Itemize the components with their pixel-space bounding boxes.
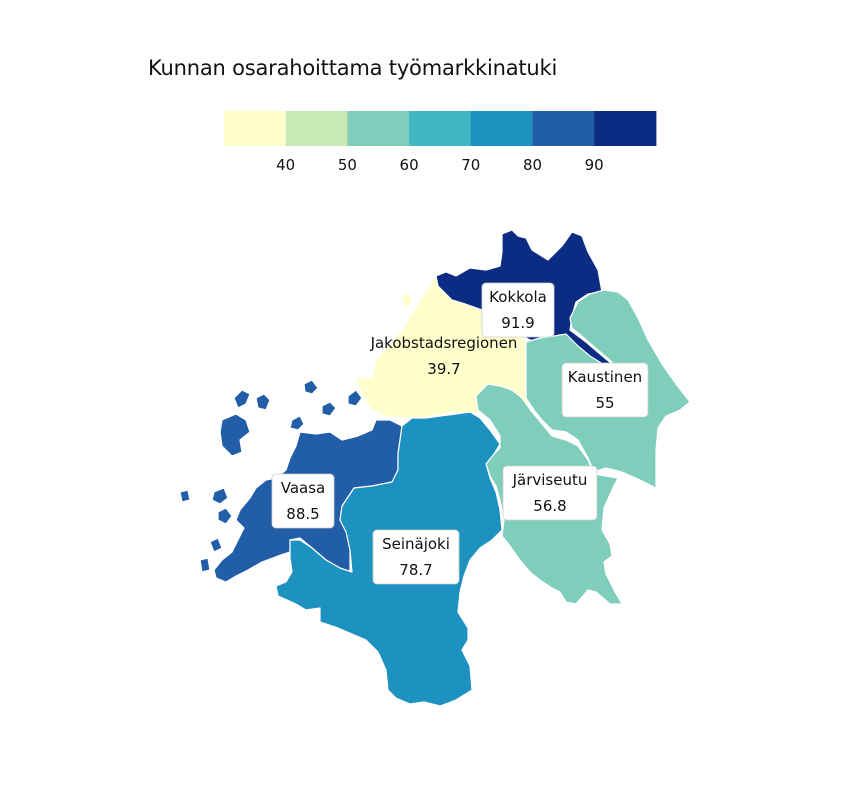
legend-swatch [594,111,657,146]
region-vaasa-island-6 [347,389,363,407]
region-vaasa-island-4 [303,379,319,395]
region-label: Seinäjoki 78.7 [372,529,460,585]
legend-swatch [470,111,533,146]
region-value-label: 55 [595,394,614,412]
region-name-label: Järviseutu [512,471,588,489]
region-vaasa-island-9 [211,487,229,505]
legend-swatch [532,111,595,146]
region-label: Jakobstadsregionen 39.7 [370,334,518,378]
legend-swatch [285,111,348,146]
region-vaasa-island-12 [199,557,211,573]
region-vaasa-island-11 [209,537,223,553]
region-name-label: Kokkola [489,288,547,306]
region-label-box [372,529,460,585]
region-vaasa-island-1 [219,413,251,457]
region-value-label: 78.7 [399,561,432,579]
legend-tick-label: 50 [338,156,357,174]
region-vaasa-island-3 [255,393,271,411]
color-legend: 40 50 60 70 80 90 [224,111,657,174]
region-vaasa-island-5 [321,401,337,417]
legend-swatch [347,111,410,146]
region-label: Vaasa 88.5 [271,473,335,529]
region-vaasa-island-8 [179,489,191,503]
region-label-box [481,282,555,338]
region-name-label: Kaustinen [568,368,642,386]
map-title: Kunnan osarahoittama työmarkkinatuki [148,56,558,80]
region-label: Kokkola 91.9 [481,282,555,338]
legend-tick-label: 90 [585,156,604,174]
region-name-label: Vaasa [281,479,326,497]
region-label-box [561,362,649,418]
region-value-label: 91.9 [501,314,534,332]
region-vaasa-island-2 [233,389,251,409]
region-name-label: Seinäjoki [382,535,450,553]
region-jakobstadsregionen-island [401,291,413,307]
region-name-label: Jakobstadsregionen [370,334,518,352]
region-vaasa-island-7 [289,415,305,431]
region-label: Kaustinen 55 [561,362,649,418]
region-value-label: 56.8 [533,497,566,515]
region-label: Järviseutu 56.8 [502,465,598,521]
region-label-box [271,473,335,529]
region-label-box [502,465,598,521]
legend-tick-label: 70 [461,156,480,174]
region-value-label: 88.5 [286,505,319,523]
legend-tick-label: 80 [523,156,542,174]
legend-tick-label: 40 [276,156,295,174]
legend-swatch [224,111,287,146]
legend-swatch [409,111,472,146]
region-value-label: 39.7 [427,360,460,378]
region-vaasa-island-10 [217,507,233,525]
legend-tick-label: 60 [400,156,419,174]
